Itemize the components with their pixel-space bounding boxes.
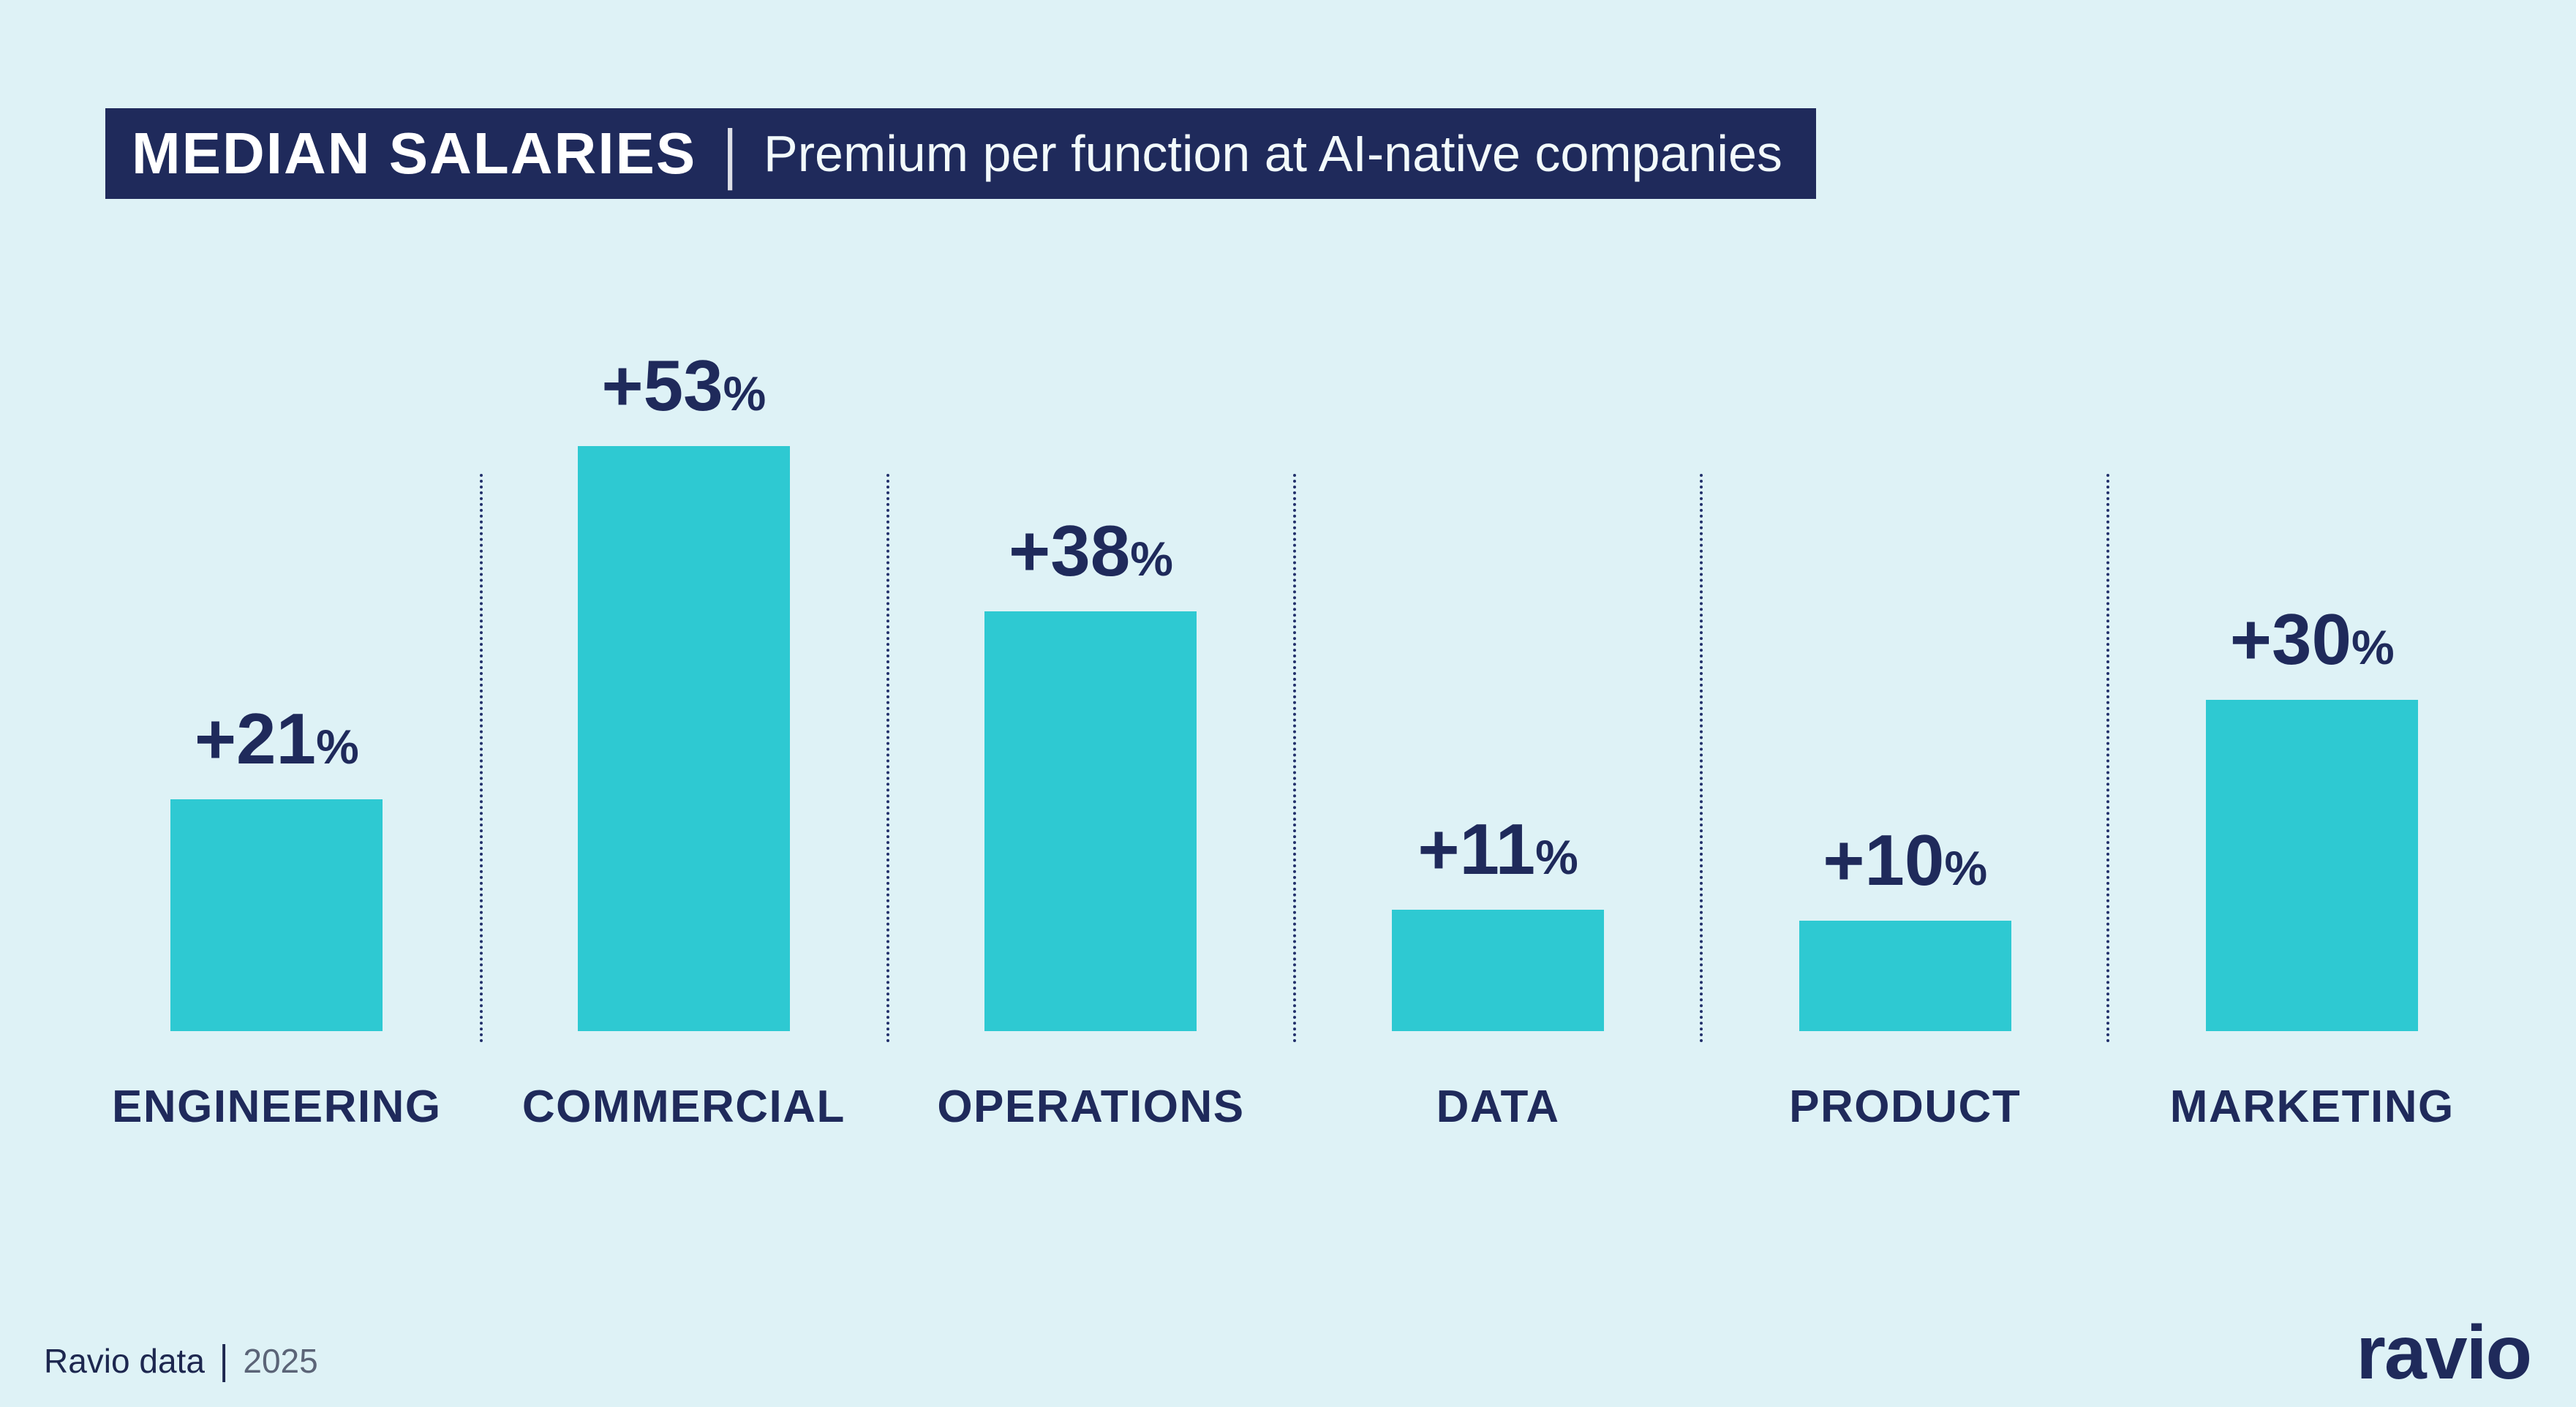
category-label-data: DATA (1436, 1082, 1560, 1132)
percent-sign: % (1130, 532, 1173, 586)
separator-line (2106, 474, 2109, 1043)
value-number: +21 (194, 698, 317, 779)
category-label-product: PRODUCT (1789, 1082, 2022, 1132)
bar-group-engineering: +21% (73, 336, 481, 1031)
category-axis: ENGINEERING COMMERCIAL OPERATIONS DATA P… (73, 1081, 2516, 1133)
separator-line (886, 474, 889, 1043)
footer-divider: | (219, 1338, 229, 1383)
separator-line (480, 474, 483, 1043)
separator-line (1293, 474, 1296, 1043)
source-label: Ravio data (44, 1341, 205, 1380)
bar-marketing (2206, 700, 2419, 1031)
value-number: +53 (601, 345, 723, 426)
bar-group-data: +11% (1295, 336, 1702, 1031)
category-label-marketing: MARKETING (2169, 1082, 2455, 1132)
category-label-commercial: COMMERCIAL (521, 1082, 846, 1132)
bar-value-label: +30% (2230, 598, 2395, 681)
source-attribution: Ravio data | 2025 (44, 1338, 318, 1383)
page-title: MEDIAN SALARIES (132, 121, 697, 186)
bar-commercial (577, 446, 790, 1031)
title-bar: MEDIAN SALARIES | Premium per function a… (105, 108, 1816, 199)
value-number: +38 (1009, 510, 1131, 591)
percent-sign: % (1944, 841, 1988, 895)
bar-value-label: +21% (195, 698, 359, 780)
bar-chart: +21% +53% +38% +11% +10% +30% (73, 336, 2516, 1031)
ravio-logo: ravio (2356, 1310, 2532, 1395)
bar-group-product: +10% (1701, 336, 2109, 1031)
bar-operations (984, 611, 1197, 1031)
bar-value-label: +10% (1823, 819, 1987, 902)
bar-product (1799, 921, 2011, 1031)
title-divider: | (723, 116, 738, 191)
category-label-operations: OPERATIONS (937, 1082, 1245, 1132)
percent-sign: % (316, 720, 359, 774)
bar-value-label: +38% (1009, 510, 1173, 592)
bar-data (1392, 910, 1605, 1031)
bar-group-operations: +38% (887, 336, 1295, 1031)
percent-sign: % (1535, 830, 1578, 884)
percent-sign: % (723, 366, 767, 420)
percent-sign: % (2351, 620, 2395, 674)
bar-group-commercial: +53% (481, 336, 888, 1031)
separator-line (1700, 474, 1703, 1043)
bar-value-label: +11% (1417, 808, 1578, 891)
value-number: +11 (1417, 809, 1536, 889)
category-label-engineering: ENGINEERING (112, 1082, 442, 1132)
source-year: 2025 (243, 1341, 318, 1380)
value-number: +30 (2229, 599, 2352, 679)
value-number: +10 (1823, 820, 1945, 900)
page-subtitle: Premium per function at AI-native compan… (764, 125, 1782, 182)
bar-engineering (170, 799, 383, 1031)
bar-group-marketing: +30% (2109, 336, 2516, 1031)
bar-value-label: +53% (601, 344, 766, 427)
